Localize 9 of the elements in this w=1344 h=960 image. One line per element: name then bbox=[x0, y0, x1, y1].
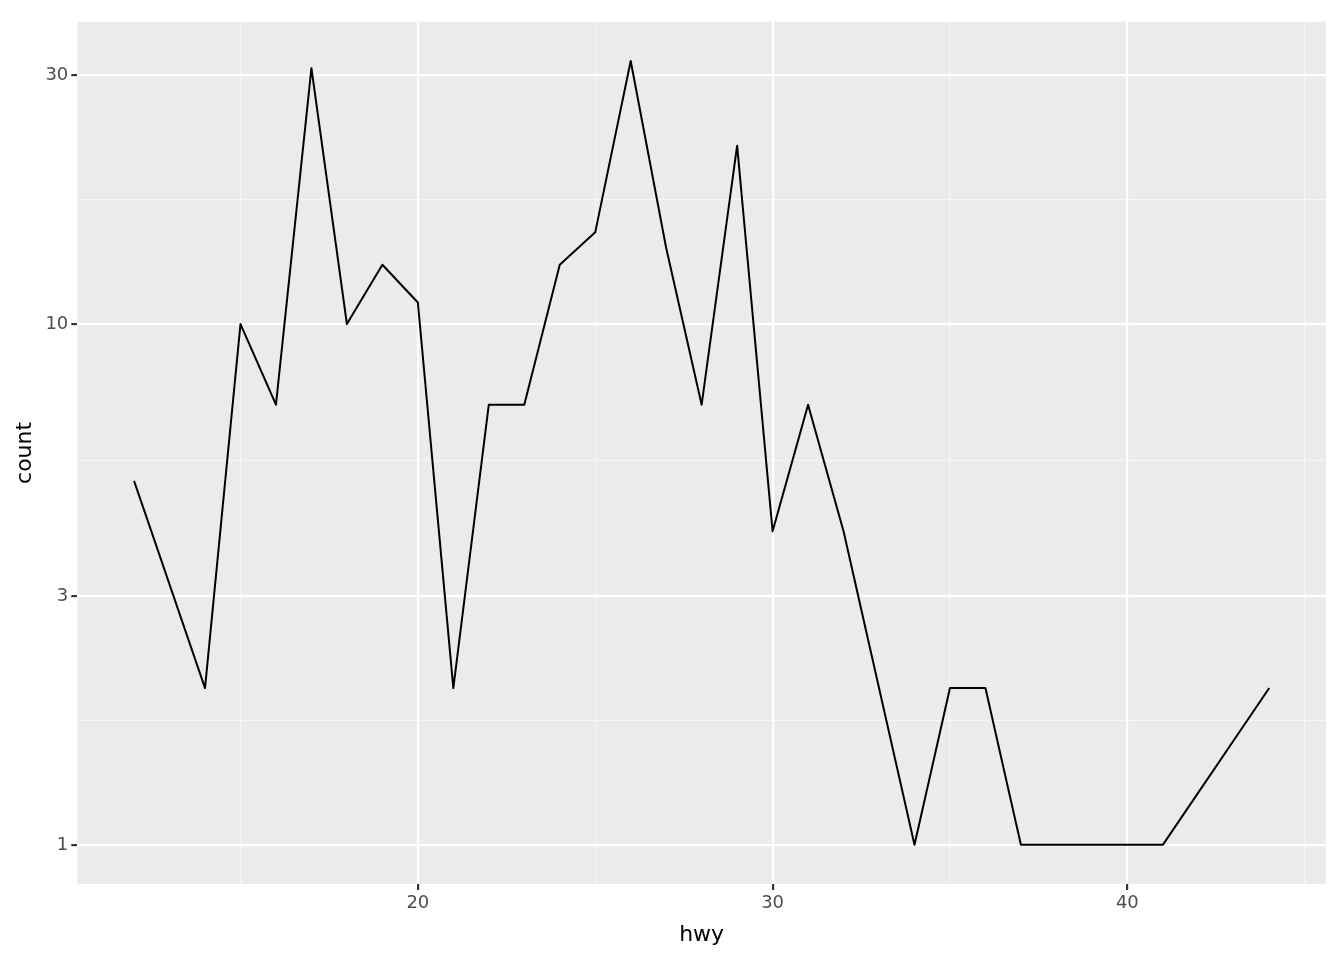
y-tick-label: 10 bbox=[45, 311, 69, 333]
y-tick-label: 3 bbox=[56, 584, 69, 606]
y-axis-title: count bbox=[10, 421, 36, 484]
x-tick-label: 20 bbox=[406, 891, 430, 913]
x-tick-label: 30 bbox=[761, 891, 785, 913]
y-tick-label: 30 bbox=[45, 63, 69, 85]
y-tick-label: 1 bbox=[56, 832, 69, 854]
x-tick-label: 40 bbox=[1115, 891, 1139, 913]
x-axis-title: hwy bbox=[679, 920, 725, 946]
